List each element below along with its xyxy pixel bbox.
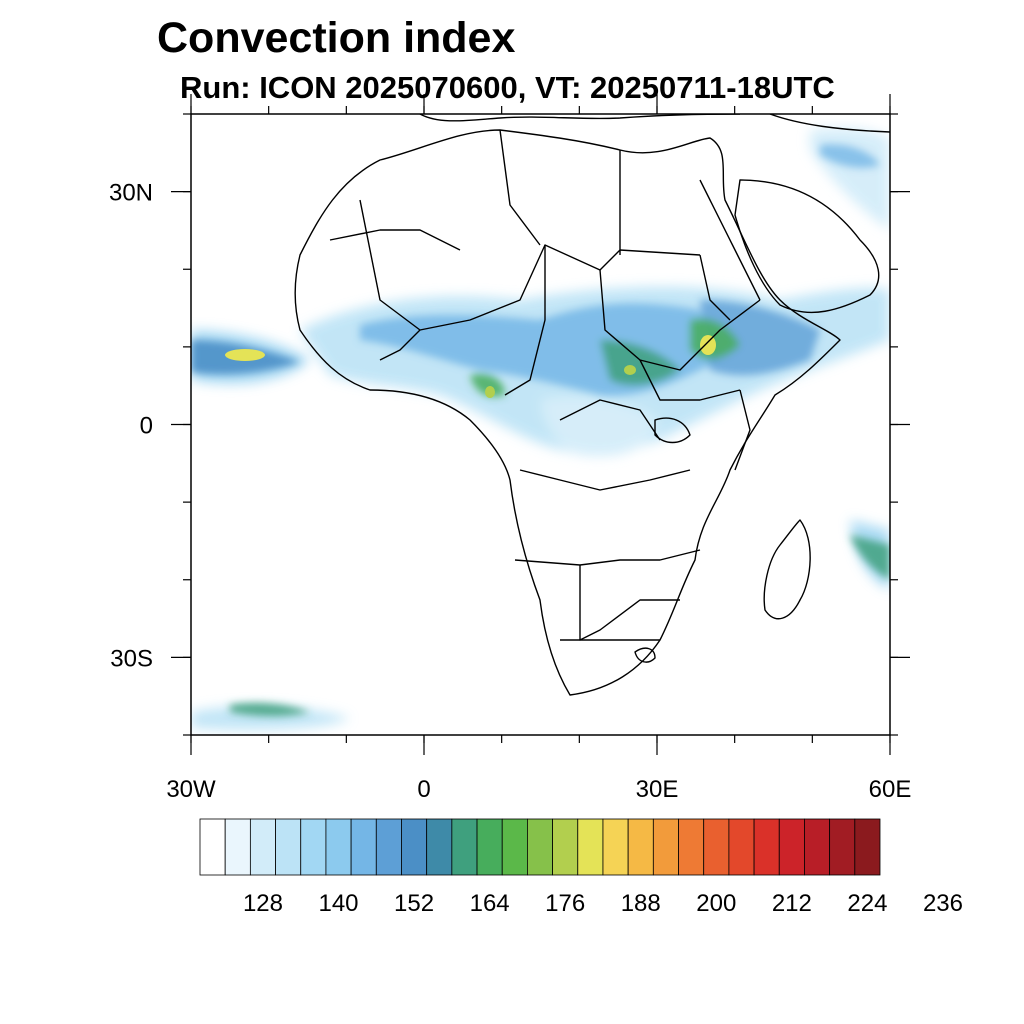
colorbar-swatch	[199, 818, 226, 876]
colorbar-label: 212	[772, 890, 812, 917]
colorbar-swatch	[728, 818, 755, 876]
chart-title: Convection index	[157, 14, 516, 62]
colorbar-swatch	[375, 818, 402, 876]
colorbar-label: 152	[394, 890, 434, 917]
colorbar-swatch	[652, 818, 679, 876]
colorbar-swatch	[854, 818, 881, 876]
x-tick-label: 30W	[166, 776, 216, 803]
colorbar-label: 176	[545, 890, 585, 917]
axis-tick-labels: 30W 0 30E 60E 30N 0 30S	[109, 180, 911, 803]
colorbar-label: 140	[318, 890, 358, 917]
colorbar-swatch	[350, 818, 377, 876]
colorbar-swatch	[275, 818, 302, 876]
colorbar-swatch	[577, 818, 604, 876]
colorbar-swatch	[778, 818, 805, 876]
colorbar-swatch	[552, 818, 579, 876]
chart-subtitle: Run: ICON 2025070600, VT: 20250711-18UTC	[180, 70, 835, 105]
colorbar-label: 236	[923, 890, 963, 917]
convection-field	[191, 128, 890, 730]
colorbar-swatch	[300, 818, 327, 876]
colorbar-label: 224	[847, 890, 887, 917]
colorbar-swatch	[527, 818, 553, 876]
colorbar-label: 200	[696, 890, 736, 917]
colorbar-label: 128	[243, 890, 283, 917]
x-tick-label: 30E	[636, 776, 679, 803]
colorbar-swatch	[426, 818, 453, 876]
colorbar-swatch	[602, 818, 629, 876]
colorbar-swatch	[804, 818, 831, 876]
colorbar-swatch	[249, 818, 276, 876]
axis-ticks	[171, 94, 910, 755]
coastline-borders	[294, 114, 890, 696]
colorbar	[199, 818, 881, 876]
colorbar-swatch	[501, 818, 528, 876]
colorbar-swatch	[325, 818, 352, 876]
colorbar-label: 188	[621, 890, 661, 917]
colorbar-labels: 128 140 152 164 176 188 200 212 224 236	[243, 890, 963, 917]
x-tick-label: 0	[417, 776, 430, 803]
colorbar-label: 164	[470, 890, 510, 917]
colorbar-swatch	[703, 818, 730, 876]
colorbar-swatch	[829, 818, 856, 876]
y-tick-label: 0	[140, 413, 153, 440]
x-tick-label: 60E	[869, 776, 912, 803]
colorbar-swatch	[753, 818, 780, 876]
colorbar-swatch	[451, 818, 478, 876]
colorbar-swatch	[224, 818, 251, 876]
colorbar-swatch	[627, 818, 654, 876]
y-tick-label: 30S	[110, 645, 153, 672]
colorbar-swatch	[678, 818, 705, 876]
colorbar-swatch	[401, 818, 428, 876]
colorbar-swatch	[476, 818, 503, 876]
y-tick-label: 30N	[109, 180, 153, 207]
